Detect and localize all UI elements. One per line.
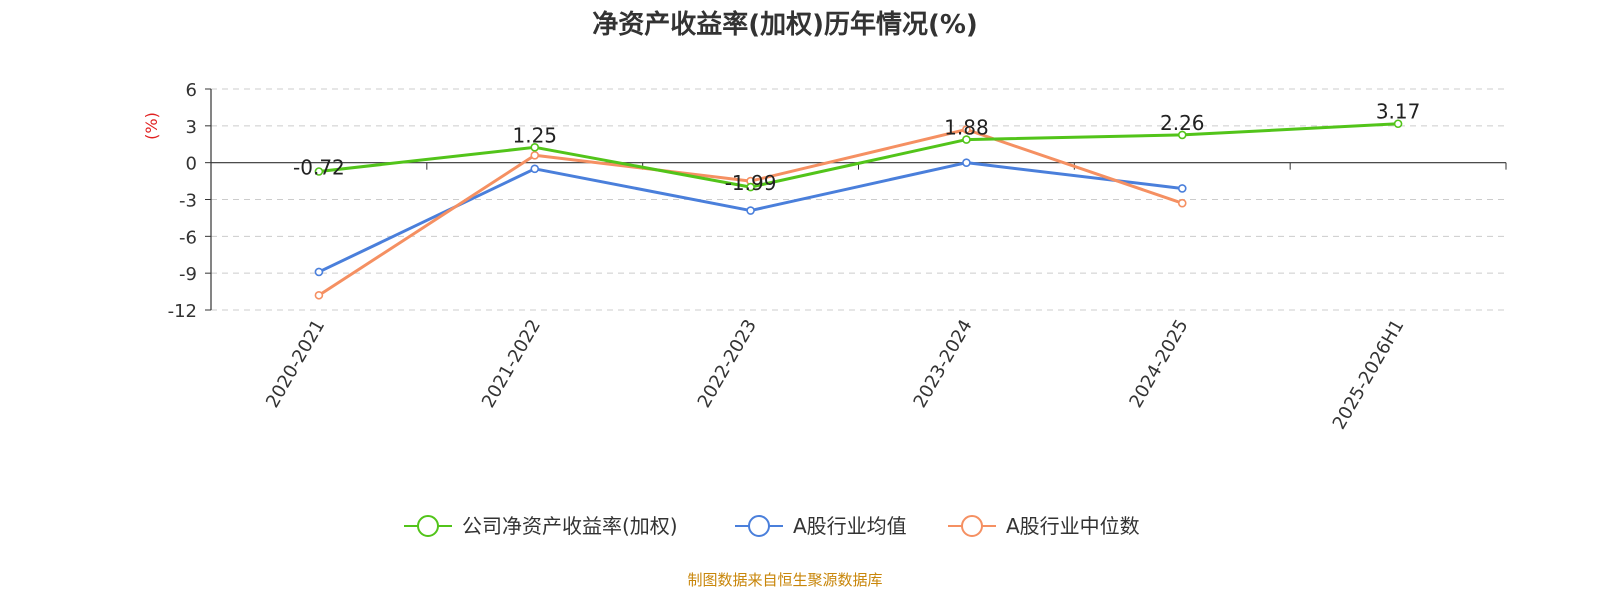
legend-label: 公司净资产收益率(加权) [462, 514, 678, 538]
source-note: 制图数据来自恒生聚源数据库 [687, 571, 882, 589]
data-label: -1.99 [725, 171, 777, 195]
legend-label: A股行业均值 [793, 514, 907, 538]
x-tick-label: 2023-2024 [909, 316, 976, 411]
data-label: 3.17 [1376, 100, 1421, 124]
x-tick-label: 2025-2026H1 [1329, 316, 1409, 433]
data-label: 2.26 [1160, 111, 1205, 135]
data-point [314, 267, 324, 277]
data-label: 1.25 [512, 123, 557, 147]
y-tick-label: -12 [168, 301, 197, 322]
data-point [746, 182, 755, 192]
legend-item[interactable]: A股行业均值 [735, 514, 907, 538]
legend-marker-icon [748, 515, 770, 537]
axes: 6 3 0 -3 -6 -9 -12 2020-2021 2021-2022 2022-2023 2… [168, 80, 1507, 433]
data-point [1393, 119, 1403, 129]
grid [211, 88, 1506, 311]
y-axis-unit-label: (%) [142, 112, 161, 140]
legend-marker-icon [417, 515, 439, 537]
data-point [746, 206, 755, 215]
data-point [1177, 198, 1187, 208]
y-tick-label: -6 [179, 227, 197, 248]
data-point [530, 143, 540, 152]
y-tick-label: -3 [179, 191, 197, 212]
data-point [314, 167, 324, 176]
y-tick-label: 6 [186, 80, 197, 101]
data-label: 1.88 [944, 116, 989, 140]
y-tick-label: -9 [179, 264, 197, 285]
data-point [962, 125, 971, 134]
legend[interactable]: 公司净资产收益率(加权) A股行业均值 A股行业中位数 [404, 514, 1140, 538]
data-point [1177, 184, 1187, 193]
series-line [318, 122, 1399, 189]
legend-item[interactable]: 公司净资产收益率(加权) [404, 514, 678, 538]
legend-marker-icon [961, 515, 983, 537]
data-point [962, 135, 971, 144]
data-point [530, 164, 540, 174]
data-point [1177, 130, 1187, 140]
x-tick-label: 2024-2025 [1125, 316, 1192, 411]
legend-label: A股行业中位数 [1006, 514, 1140, 538]
y-tick-label: 0 [186, 154, 197, 175]
x-tick-label: 2020-2021 [262, 316, 329, 411]
data-point [314, 290, 324, 300]
series [314, 119, 1403, 300]
x-tick-label: 2022-2023 [694, 316, 761, 411]
data-labels: -0.72 1.25 -1.99 1.88 2.26 3.17 [293, 100, 1420, 195]
data-point [962, 158, 971, 167]
y-tick-label: 3 [186, 117, 197, 138]
chart-title: 净资产收益率(加权)历年情况(%) [592, 9, 978, 40]
data-point [530, 151, 540, 160]
legend-item[interactable]: A股行业中位数 [948, 514, 1140, 538]
data-label: -0.72 [293, 156, 345, 180]
x-tick-label: 2021-2022 [478, 316, 545, 411]
